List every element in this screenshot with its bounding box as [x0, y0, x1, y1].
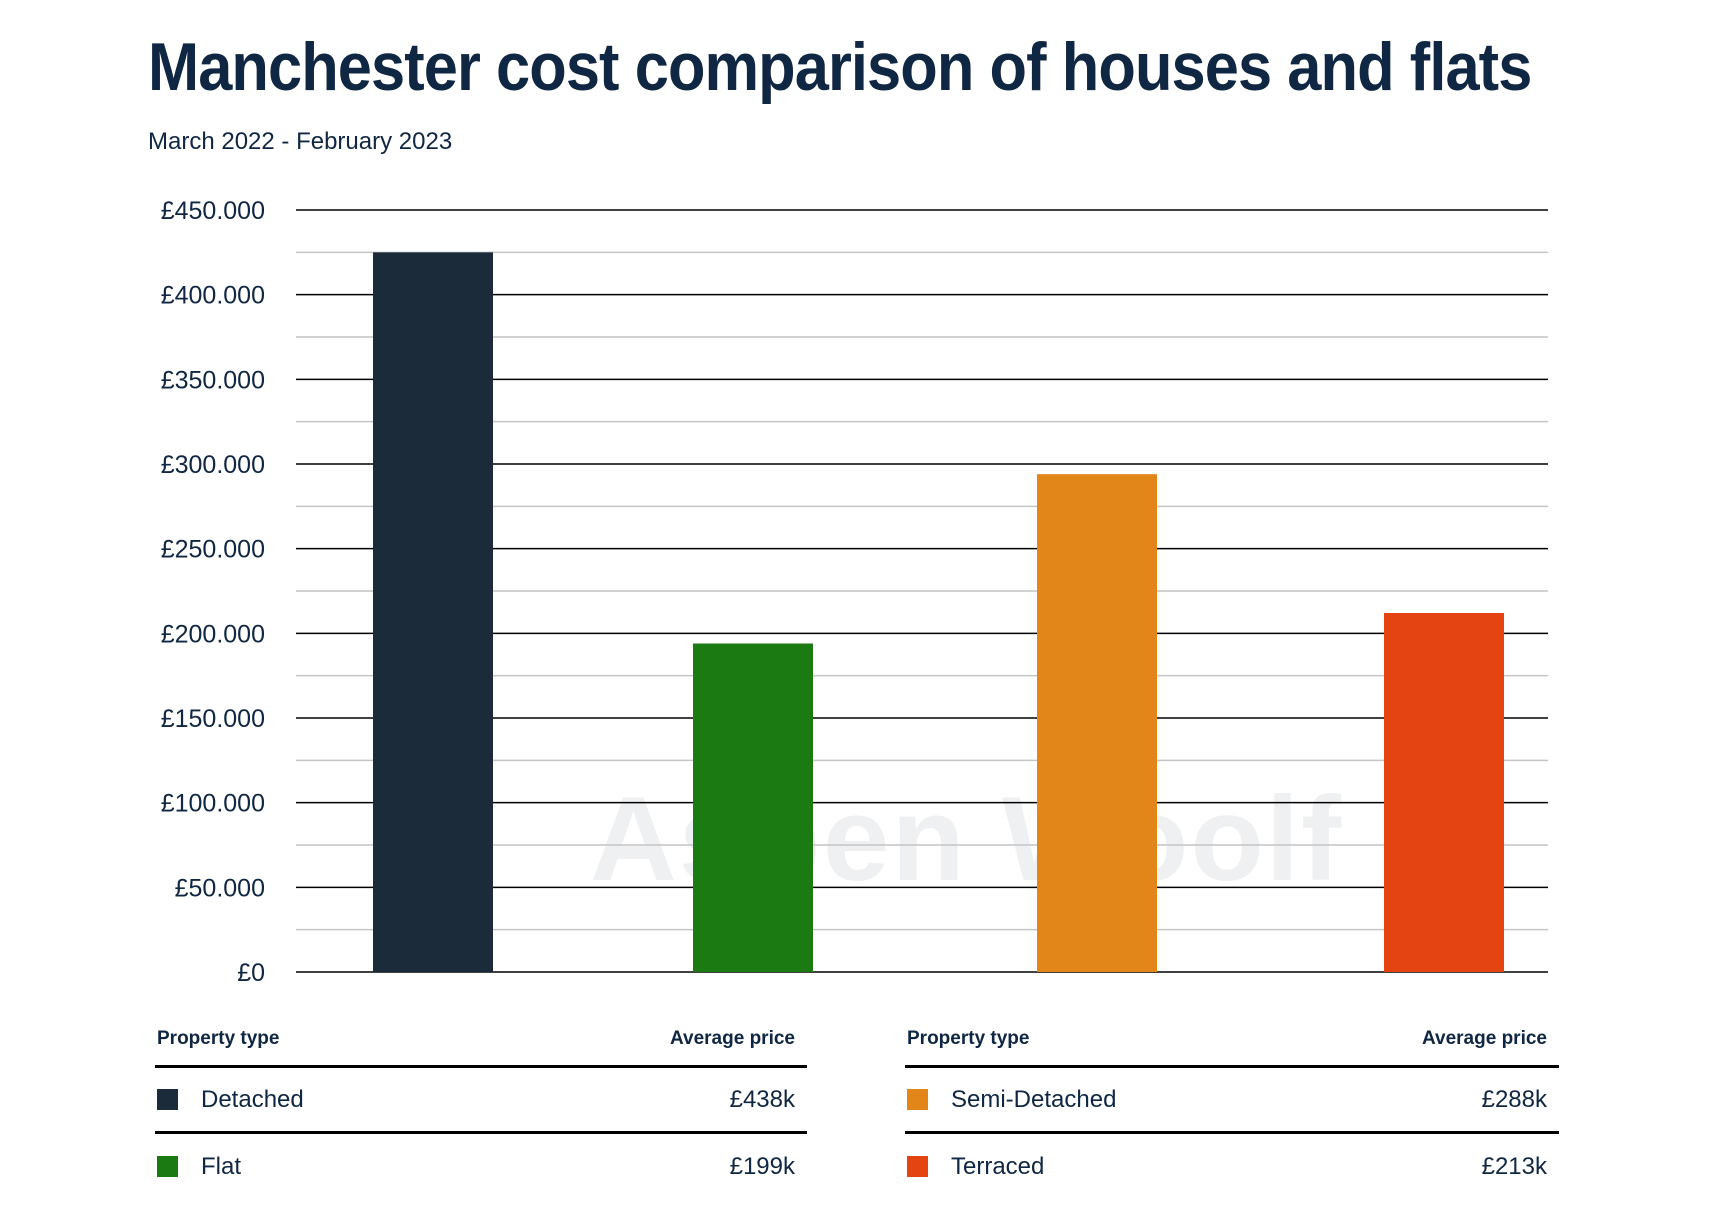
- table-row: Flat £199k: [155, 1147, 807, 1187]
- y-tick-label: £250.000: [161, 536, 265, 564]
- y-tick-label: £400.000: [161, 282, 265, 310]
- chart-title: Manchester cost comparison of houses and…: [148, 29, 1532, 105]
- table-row: Detached £438k: [155, 1080, 807, 1120]
- divider: [905, 1131, 1559, 1134]
- y-tick-label: £50.000: [175, 874, 265, 902]
- swatch-detached: [157, 1089, 178, 1110]
- row-label: Terraced: [951, 1153, 1045, 1180]
- y-tick-label: £0: [237, 959, 265, 987]
- y-tick-label: £300.000: [161, 451, 265, 479]
- row-price: £213k: [1481, 1153, 1547, 1180]
- y-tick-label: £150.000: [161, 705, 265, 733]
- gridlines: [296, 209, 1548, 973]
- row-label: Detached: [201, 1086, 304, 1113]
- bar-chart: £0 £50.000 £100.000 £150.000 £200.000 £250.00…: [161, 197, 1548, 987]
- row-label: Flat: [201, 1153, 242, 1180]
- bar-detached: [373, 252, 493, 973]
- row-label: Semi-Detached: [951, 1086, 1117, 1113]
- row-price: £288k: [1481, 1086, 1547, 1113]
- row-price: £199k: [729, 1153, 795, 1180]
- divider: [155, 1131, 807, 1134]
- y-tick-label: £200.000: [161, 620, 265, 648]
- bar-flat: [693, 643, 813, 972]
- header-property-type: Property type: [157, 1028, 280, 1049]
- y-tick-label: £350.000: [161, 366, 265, 394]
- swatch-semi-detached: [907, 1089, 928, 1110]
- header-average-price: Average price: [670, 1028, 795, 1049]
- divider: [905, 1065, 1559, 1068]
- table-row: Terraced £213k: [905, 1147, 1559, 1187]
- swatch-flat: [157, 1156, 178, 1177]
- divider: [155, 1065, 807, 1068]
- header-average-price: Average price: [1422, 1028, 1547, 1049]
- table-row: Semi-Detached £288k: [905, 1080, 1559, 1120]
- y-tick-label: £100.000: [161, 790, 265, 818]
- bars: [373, 252, 1504, 973]
- swatch-terraced: [907, 1156, 928, 1177]
- header-property-type: Property type: [907, 1028, 1030, 1049]
- row-price: £438k: [729, 1086, 795, 1113]
- bar-terraced: [1384, 613, 1504, 972]
- y-tick-label: £450.000: [161, 197, 265, 225]
- y-axis-labels: £0 £50.000 £100.000 £150.000 £200.000 £250.00…: [161, 197, 265, 987]
- chart-subtitle: March 2022 - February 2023: [148, 128, 453, 155]
- bar-semi-detached: [1037, 474, 1157, 972]
